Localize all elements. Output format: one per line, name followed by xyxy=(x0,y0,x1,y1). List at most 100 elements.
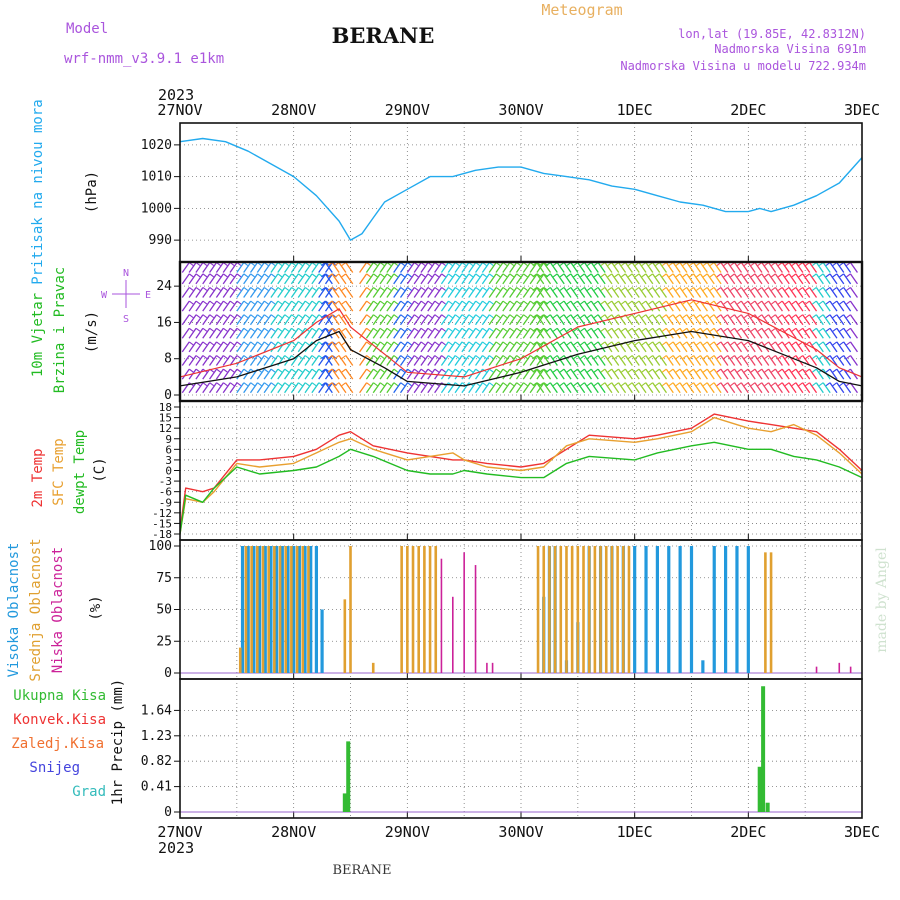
wind-barb xyxy=(641,300,647,305)
wind-barb xyxy=(627,314,633,319)
wind-barb xyxy=(597,300,606,312)
cloud-bar xyxy=(689,546,694,673)
wind-barb xyxy=(586,355,592,359)
wind-barb xyxy=(215,273,224,285)
wind-barb xyxy=(270,341,279,353)
wind-barb xyxy=(645,287,654,298)
wind-barb xyxy=(693,262,702,273)
wind-barb xyxy=(791,287,797,291)
wind-barb xyxy=(338,273,347,285)
wind-barb xyxy=(181,368,190,380)
wind-barb xyxy=(631,368,640,380)
wind-barb xyxy=(781,382,790,394)
wind-barb xyxy=(696,314,701,319)
footer-station: BERANE xyxy=(332,863,391,878)
wind-barb xyxy=(475,341,481,346)
cloud-bar xyxy=(633,546,637,673)
wind-barb xyxy=(682,355,688,359)
wind-barb xyxy=(509,273,515,278)
wind-barb xyxy=(223,300,228,305)
wind-barb xyxy=(298,355,303,359)
wind-barb xyxy=(618,273,627,285)
wind-barb xyxy=(621,355,626,359)
wind-barb xyxy=(740,314,749,326)
wind-barb xyxy=(743,382,749,387)
top-date-tick-label: 27NOV xyxy=(157,101,202,119)
wind-barb xyxy=(597,341,606,353)
wind-barb xyxy=(249,273,259,285)
wind-barb xyxy=(256,355,265,366)
wind-barb xyxy=(661,327,667,332)
wind-barb xyxy=(195,327,201,332)
wind-barb xyxy=(481,327,490,339)
wind-barb xyxy=(468,327,477,339)
wind-barb xyxy=(723,341,729,346)
wind-barb xyxy=(468,262,477,273)
wind-barb xyxy=(730,314,735,319)
wind-barb xyxy=(420,287,426,291)
wind-barb xyxy=(788,327,797,339)
wind-barb xyxy=(730,368,735,373)
wind-barb xyxy=(593,327,599,332)
wind-barb xyxy=(577,287,586,298)
wind-barb xyxy=(427,273,436,285)
wind-barb xyxy=(215,300,224,312)
wind-barb xyxy=(229,287,238,298)
wind-barb xyxy=(393,327,399,332)
wind-barb xyxy=(702,368,708,373)
wind-barb xyxy=(802,287,811,298)
wind-barb xyxy=(311,273,317,278)
wind-barb xyxy=(624,300,633,312)
wind-barb xyxy=(482,287,487,291)
temp-unit-label: (C) xyxy=(92,457,108,482)
wind-barb xyxy=(532,314,538,319)
wind-barb xyxy=(427,300,433,305)
wind-barb xyxy=(829,355,838,366)
wind-barb xyxy=(720,341,729,353)
wind-barb xyxy=(414,327,419,332)
wind-barb xyxy=(682,273,688,278)
wind-barb xyxy=(291,368,296,373)
wind-barb xyxy=(516,300,521,305)
wind-barb xyxy=(400,368,406,373)
wind-barb xyxy=(502,341,511,353)
wind-barb xyxy=(341,382,347,387)
wind-barb xyxy=(318,300,327,312)
wind-barb xyxy=(849,287,858,298)
wind-barb xyxy=(815,341,824,353)
wind-barb xyxy=(761,382,770,394)
wind-barb xyxy=(229,273,235,278)
wind-barb xyxy=(304,341,310,346)
wind-barb xyxy=(256,273,265,285)
wind-barb xyxy=(461,327,470,339)
clouds-y-tick-label: 75 xyxy=(156,571,172,586)
temperature-y-tick-label: -12 xyxy=(152,507,172,520)
wind-barb xyxy=(832,382,838,387)
cloud-bar xyxy=(678,546,682,673)
wind-barb xyxy=(832,341,838,346)
wind-barb xyxy=(400,273,406,278)
wind-barb xyxy=(747,300,756,312)
wind-barb xyxy=(522,262,531,273)
wind-barb xyxy=(188,355,194,359)
wind-barb xyxy=(614,382,619,387)
wind-barb xyxy=(215,341,224,353)
wind-barb xyxy=(829,273,838,285)
wind-barb xyxy=(263,382,272,394)
wind-barb xyxy=(222,262,231,273)
wind-barb xyxy=(222,368,231,380)
temp-line xyxy=(179,441,863,535)
wind-barb xyxy=(379,300,385,305)
wind-barb xyxy=(393,300,399,305)
wind-barb xyxy=(229,314,238,326)
wind-barb xyxy=(641,382,647,387)
wind-barb xyxy=(195,273,201,278)
wind-barb xyxy=(689,314,694,319)
wind-barb xyxy=(331,341,340,353)
wind-barb xyxy=(448,368,453,373)
wind-barb xyxy=(809,262,818,273)
wind-barb xyxy=(737,327,742,332)
wind-barb xyxy=(631,262,640,273)
wind-barb xyxy=(420,341,429,353)
wind-barb xyxy=(648,368,654,373)
